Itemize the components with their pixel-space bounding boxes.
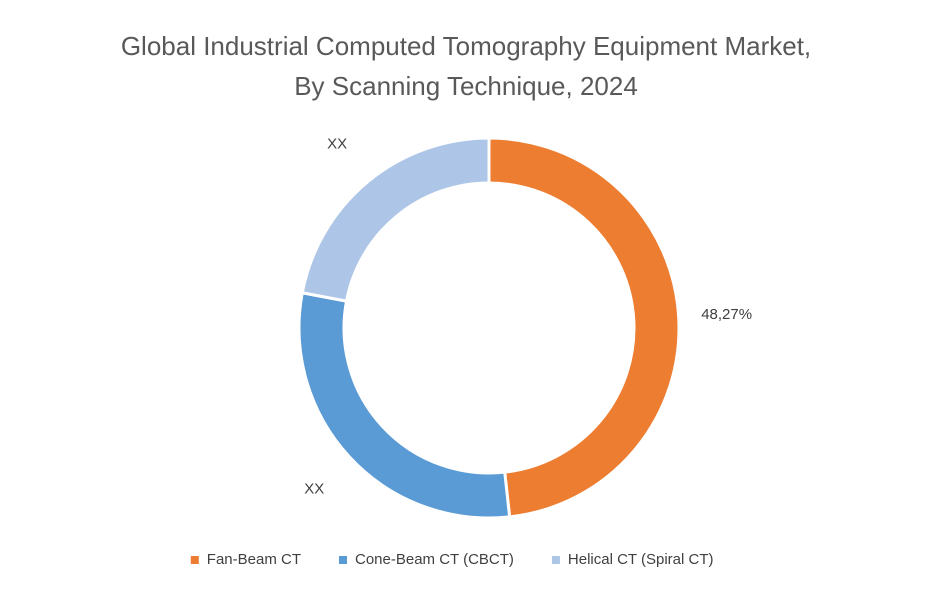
legend-marker — [339, 556, 348, 564]
data-label: XX — [327, 136, 347, 153]
donut-segment — [300, 136, 491, 303]
legend-label: Cone-Beam CT (CBCT) — [355, 551, 514, 568]
data-label: 48,27% — [701, 306, 752, 323]
legend-label: Helical CT (Spiral CT) — [568, 551, 714, 568]
legend-label: Fan-Beam CT — [207, 551, 301, 568]
chart-title: By Scanning Technique, 2024 — [294, 71, 638, 101]
data-label: XX — [304, 481, 324, 498]
chart-title: Global Industrial Computed Tomography Eq… — [121, 31, 811, 61]
donut-segment — [487, 136, 681, 519]
legend-marker — [551, 556, 560, 564]
legend-marker — [190, 556, 199, 564]
